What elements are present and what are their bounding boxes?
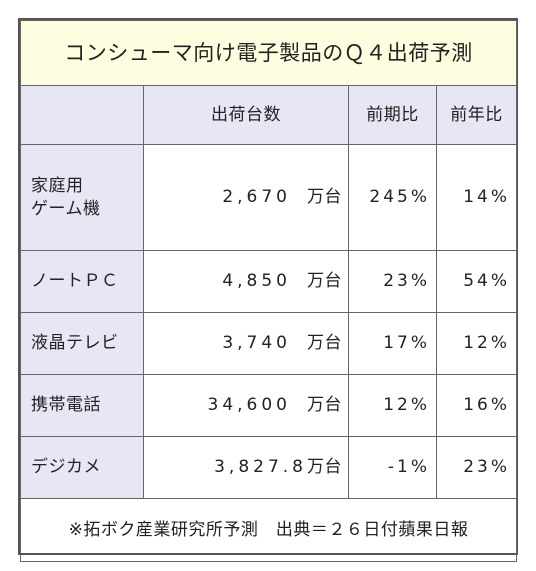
- header-row: 出荷台数 前期比 前年比: [20, 85, 517, 145]
- shipments-cell: 34,600 万台: [143, 374, 349, 437]
- forecast-table-frame: コンシューマ向け電子製品のＱ４出荷予測 出荷台数 前期比 前年比 家庭用 ゲーム…: [18, 18, 518, 562]
- yoy-value: 54%: [436, 250, 517, 313]
- shipments-unit: 万台: [307, 271, 342, 292]
- shipments-value: 2,670: [222, 187, 291, 208]
- row-label: 携帯電話: [20, 374, 144, 437]
- header-shipments: 出荷台数: [143, 85, 349, 145]
- table-title: コンシューマ向け電子製品のＱ４出荷予測: [20, 20, 517, 86]
- qoq-value: 17%: [348, 312, 437, 375]
- table-row: 携帯電話 34,600 万台 12% 16%: [20, 374, 517, 437]
- table-row: 家庭用 ゲーム機 2,670 万台 245% 14%: [20, 144, 517, 251]
- header-category: [20, 85, 144, 145]
- shipments-unit: 万台: [307, 457, 342, 478]
- qoq-value: 23%: [348, 250, 437, 313]
- yoy-value: 12%: [436, 312, 517, 375]
- table-row: デジカメ 3,827.8万台 -1% 23%: [20, 436, 517, 499]
- table-row: 液晶テレビ 3,740 万台 17% 12%: [20, 312, 517, 375]
- shipments-value: 34,600: [207, 395, 291, 416]
- qoq-value: 12%: [348, 374, 437, 437]
- forecast-table: コンシューマ向け電子製品のＱ４出荷予測 出荷台数 前期比 前年比 家庭用 ゲーム…: [20, 20, 517, 562]
- shipments-value: 4,850: [222, 271, 291, 292]
- row-label: ノートＰＣ: [20, 250, 144, 313]
- shipments-cell: 4,850 万台: [143, 250, 349, 313]
- shipments-value: 3,740: [222, 333, 291, 354]
- footer-row: ※拓ボク産業研究所予測 出典＝２６日付蘋果日報: [20, 498, 517, 562]
- shipments-cell: 3,827.8万台: [143, 436, 349, 499]
- yoy-value: 23%: [436, 436, 517, 499]
- header-qoq: 前期比: [348, 85, 437, 145]
- shipments-unit: 万台: [307, 187, 342, 208]
- table-row: ノートＰＣ 4,850 万台 23% 54%: [20, 250, 517, 313]
- shipments-value: 3,827.8: [214, 457, 307, 478]
- row-label-line1: 家庭用: [31, 175, 84, 196]
- yoy-value: 14%: [436, 144, 517, 251]
- shipments-unit: 万台: [307, 395, 342, 416]
- shipments-unit: 万台: [307, 333, 342, 354]
- title-row: コンシューマ向け電子製品のＱ４出荷予測: [20, 20, 517, 86]
- yoy-value: 16%: [436, 374, 517, 437]
- qoq-value: 245%: [348, 144, 437, 251]
- qoq-value: -1%: [348, 436, 437, 499]
- row-label: 家庭用 ゲーム機: [20, 144, 144, 251]
- header-yoy: 前年比: [436, 85, 517, 145]
- row-label: 液晶テレビ: [20, 312, 144, 375]
- row-label-line2: ゲーム機: [31, 198, 101, 219]
- source-note: ※拓ボク産業研究所予測 出典＝２６日付蘋果日報: [20, 498, 517, 562]
- shipments-cell: 2,670 万台: [143, 144, 349, 251]
- row-label: デジカメ: [20, 436, 144, 499]
- shipments-cell: 3,740 万台: [143, 312, 349, 375]
